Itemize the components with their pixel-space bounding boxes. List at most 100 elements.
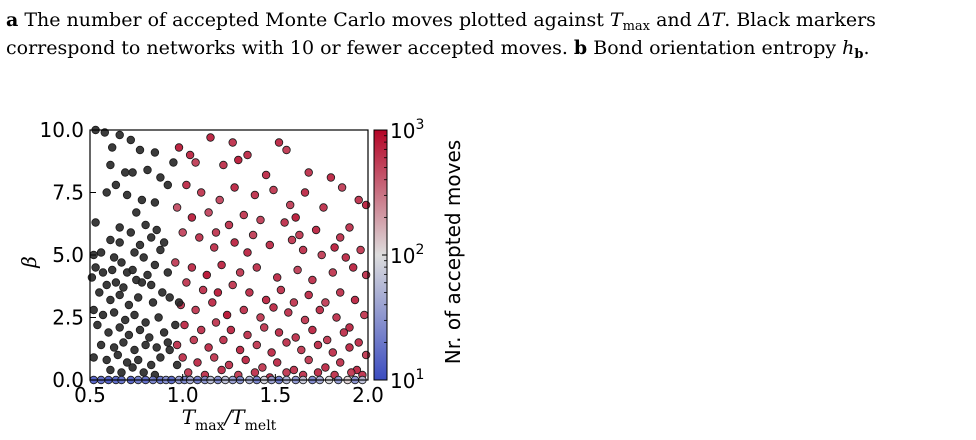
data-point-black <box>115 130 124 140</box>
data-point <box>219 160 228 170</box>
y-tick-label: 5.0 <box>52 243 84 267</box>
y-tick-label: 2.5 <box>52 306 84 330</box>
caption-hb: h <box>842 37 855 59</box>
caption-tmax: T <box>609 9 623 31</box>
data-point <box>289 298 299 307</box>
data-point <box>361 200 371 210</box>
data-point-black <box>163 338 172 347</box>
data-point <box>213 288 223 297</box>
data-point <box>235 268 245 277</box>
data-point <box>269 185 278 195</box>
data-point <box>252 340 261 350</box>
data-point-black <box>111 180 121 190</box>
data-point-black <box>135 240 145 250</box>
data-point <box>228 138 237 147</box>
data-point-black <box>107 265 117 275</box>
data-point <box>311 225 321 235</box>
caption-a-text: The number of accepted Monte Carlo moves… <box>24 9 610 31</box>
data-point <box>183 368 193 377</box>
x-tick-label: 0.5 <box>74 383 106 407</box>
data-point <box>300 315 310 325</box>
data-point <box>289 365 299 375</box>
data-point-black <box>119 283 128 292</box>
data-point-black <box>148 298 158 307</box>
data-point <box>256 313 265 322</box>
data-point <box>293 265 302 275</box>
data-point <box>326 173 336 182</box>
data-point <box>172 203 182 212</box>
data-point <box>211 228 221 237</box>
data-point <box>182 278 191 287</box>
data-point-black <box>150 260 160 270</box>
data-point-black <box>132 208 141 217</box>
data-point-black <box>109 253 119 262</box>
data-point-black <box>159 238 169 247</box>
data-point <box>261 295 271 305</box>
data-point <box>347 368 356 377</box>
data-point-black <box>137 195 147 205</box>
data-point <box>336 288 345 297</box>
data-point <box>239 305 248 315</box>
data-point-black <box>115 323 124 332</box>
data-point <box>250 368 260 377</box>
data-point-black <box>171 320 180 330</box>
data-point <box>252 263 261 272</box>
data-point-black <box>87 273 97 282</box>
data-point <box>273 358 282 367</box>
data-point <box>350 295 360 305</box>
data-point-black <box>96 340 106 350</box>
y-axis: 0.0 2.5 5.0 7.5 10.0 <box>39 118 96 392</box>
data-point <box>345 343 354 352</box>
data-point <box>339 328 349 337</box>
x-tick-label: 1.5 <box>259 383 291 407</box>
data-point <box>248 230 258 240</box>
data-point <box>330 243 339 252</box>
x-label-sub2: melt <box>245 418 277 434</box>
data-point <box>202 270 211 280</box>
data-point <box>250 190 260 200</box>
data-point <box>245 288 254 297</box>
data-point-black <box>98 268 108 277</box>
data-point <box>295 230 304 240</box>
caption-hb-sub: b <box>854 47 864 62</box>
data-point <box>267 348 276 357</box>
data-point <box>171 258 180 267</box>
data-point <box>300 188 310 197</box>
data-point-black <box>124 330 134 340</box>
data-point-black <box>122 190 132 200</box>
x-tick-label: 1.0 <box>167 383 199 407</box>
caption-label-b: b <box>573 37 588 59</box>
data-point-black <box>130 310 139 320</box>
data-point-black <box>139 368 148 377</box>
data-point <box>269 303 278 312</box>
data-point <box>308 275 317 285</box>
data-point <box>313 368 323 377</box>
caption-tmax-sub: max <box>622 19 651 34</box>
data-point-black <box>133 355 143 365</box>
colorbar-tick-label: 103 <box>390 117 424 143</box>
data-point <box>239 210 248 220</box>
data-point <box>230 183 239 192</box>
data-point-black <box>107 143 117 152</box>
data-point-black <box>156 173 165 182</box>
data-points <box>87 125 371 385</box>
data-point-black <box>117 258 126 267</box>
data-point-black <box>146 233 156 242</box>
data-point-black <box>106 295 115 305</box>
data-point <box>224 360 234 370</box>
data-point <box>345 223 354 232</box>
data-point-black <box>169 158 178 167</box>
data-point-black <box>106 365 115 375</box>
data-point <box>191 158 200 167</box>
data-point <box>321 363 330 372</box>
data-point <box>354 195 363 205</box>
data-point <box>235 345 245 355</box>
data-point-black <box>154 313 163 322</box>
data-point-black <box>141 220 150 230</box>
data-point-black <box>165 293 174 302</box>
data-point <box>361 350 371 360</box>
caption-label-a: a <box>6 9 19 31</box>
data-point-black <box>150 148 160 157</box>
data-point-black <box>141 340 150 350</box>
